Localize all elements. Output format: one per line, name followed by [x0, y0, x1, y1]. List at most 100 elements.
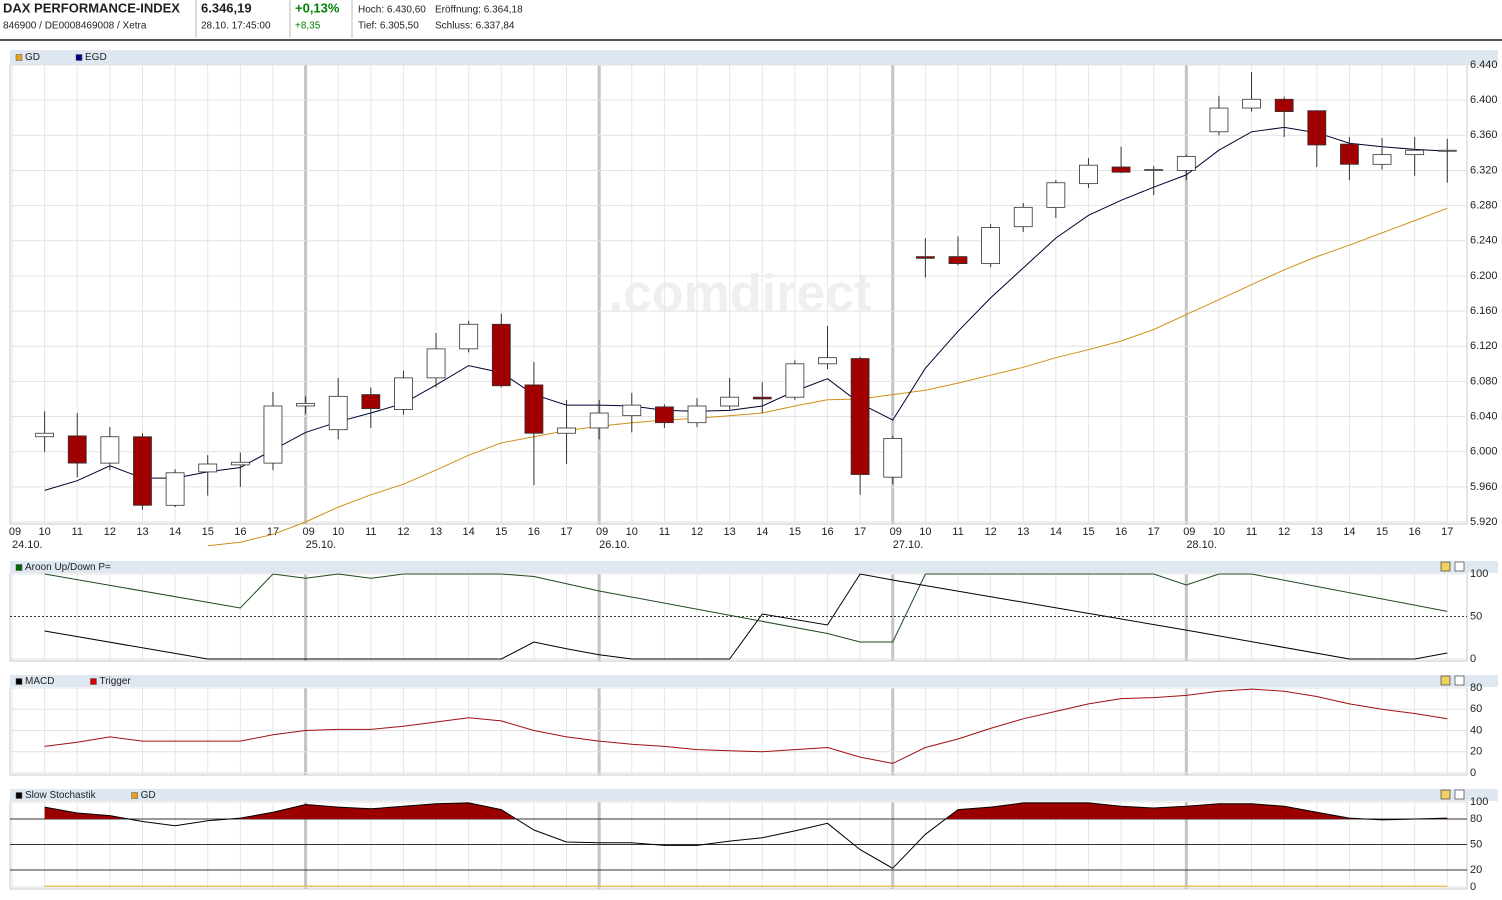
- y-tick-label: 60: [1470, 703, 1482, 715]
- panel-icon: [1440, 561, 1451, 572]
- candle-body: [557, 427, 576, 434]
- candle-body: [361, 394, 381, 410]
- legend-label: Trigger: [99, 676, 131, 687]
- panel: 0 20 50 80 100 Slow Stochastik GD: [9, 789, 1498, 893]
- y-tick-label: 5.920: [1470, 516, 1498, 528]
- candle-body: [1405, 149, 1425, 156]
- y-tick-label: 5.960: [1470, 481, 1498, 493]
- y-tick-label: 6.040: [1470, 410, 1498, 422]
- legend-band: [10, 50, 1498, 65]
- line: [207, 207, 1448, 547]
- candle-body: [1013, 206, 1033, 228]
- x-tick-label: 13: [136, 526, 148, 538]
- panel-icon: [1440, 789, 1451, 800]
- candle-body: [426, 348, 446, 379]
- candle-body: [1372, 154, 1392, 165]
- y-tick-label: 50: [1470, 610, 1482, 622]
- date-label: 25.10.: [306, 539, 337, 551]
- candle-body: [35, 432, 55, 438]
- candle-body: [1274, 98, 1294, 112]
- x-tick-label: 17: [560, 526, 572, 538]
- x-tick-label: 17: [1441, 526, 1453, 538]
- legend-label: GD: [25, 52, 40, 63]
- legend-label: MACD: [25, 676, 54, 687]
- x-tick-label: 16: [528, 526, 540, 538]
- legend-band: [10, 561, 1498, 573]
- candle-body: [491, 323, 511, 387]
- open: Eröffnung: 6.364,18: [435, 5, 523, 16]
- change-pct: +0,13%: [295, 0, 340, 15]
- x-tick-label: 10: [38, 526, 50, 538]
- panel-icon: [1440, 675, 1451, 686]
- x-tick-label: 15: [495, 526, 507, 538]
- candle-body: [948, 256, 968, 265]
- date-label: 26.10.: [599, 539, 630, 551]
- y-tick-label: 50: [1470, 838, 1482, 850]
- x-tick-label: 14: [1343, 526, 1355, 538]
- date-label: 28.10.: [1186, 539, 1217, 551]
- subtitle: 846900 / DE0008469008 / Xetra: [3, 21, 147, 32]
- x-tick-label: 09: [1183, 526, 1195, 538]
- candle-body: [100, 436, 120, 464]
- x-tick-label: 17: [1148, 526, 1160, 538]
- legend-band: [10, 789, 1498, 801]
- x-tick-label: 09: [890, 526, 902, 538]
- panel: 0 20 40 60 80 MACD Trigger: [9, 675, 1498, 779]
- x-tick-label: 15: [789, 526, 801, 538]
- x-tick-label: 17: [267, 526, 279, 538]
- plot-area: [9, 64, 1468, 525]
- header-border: [0, 39, 1502, 41]
- candle-body: [165, 472, 185, 506]
- candle-body: [589, 412, 609, 429]
- candle-body: [524, 384, 544, 434]
- y-tick-label: 6.320: [1470, 164, 1498, 176]
- candle-body: [981, 227, 1000, 265]
- x-tick-label: 09: [302, 526, 314, 538]
- legend-swatch: [15, 564, 23, 571]
- candle-body: [883, 438, 903, 478]
- close: Schluss: 6.337,84: [435, 21, 515, 32]
- legend-swatch: [15, 792, 23, 799]
- candle-body: [1111, 166, 1131, 173]
- change-abs: +8,35: [295, 21, 321, 32]
- x-tick-label: 10: [1213, 526, 1225, 538]
- candle-body: [198, 463, 218, 473]
- y-tick-label: 20: [1470, 746, 1482, 758]
- time: 28.10. 17:45:00: [201, 21, 271, 32]
- candle-body: [720, 396, 740, 407]
- price: 6.346,19: [201, 0, 252, 15]
- y-tick-label: 0: [1470, 653, 1476, 665]
- x-tick-label: 11: [952, 526, 963, 538]
- legend-label: GD: [141, 790, 156, 801]
- legend-swatch: [15, 678, 23, 685]
- x-tick-label: 14: [169, 526, 181, 538]
- candle-body: [459, 323, 479, 350]
- low: Tief: 6.305,50: [358, 21, 419, 32]
- y-tick-label: 6.240: [1470, 235, 1498, 247]
- candle-body: [1242, 98, 1261, 109]
- legend-swatch: [15, 54, 23, 61]
- candle-body: [394, 377, 413, 410]
- x-tick-label: 12: [1278, 526, 1290, 538]
- candle-body: [915, 256, 935, 259]
- candle-body: [1209, 107, 1229, 133]
- title: DAX PERFORMANCE-INDEX: [3, 0, 180, 15]
- date-label: 24.10.: [12, 539, 43, 551]
- panel: 0 50 100 Aroon Up/Down P=: [9, 561, 1498, 665]
- y-tick-label: 6.280: [1470, 200, 1498, 212]
- candle-body: [230, 461, 250, 466]
- x-tick-label: 16: [234, 526, 246, 538]
- legend-label: Aroon Up/Down P=: [25, 562, 111, 573]
- y-tick-label: 6.200: [1470, 270, 1498, 282]
- candle-body: [1046, 182, 1066, 208]
- x-tick-label: 10: [919, 526, 931, 538]
- y-tick-label: 40: [1470, 724, 1482, 736]
- panel: 5.920 5.960 6.000 6.040 6.080 6.120 6.160 6.200…: [9, 50, 1498, 551]
- y-tick-label: 80: [1470, 682, 1482, 694]
- x-tick-label: 14: [1050, 526, 1062, 538]
- candle-body: [1144, 169, 1164, 171]
- legend-swatch: [90, 678, 97, 685]
- high: Hoch: 6.430,60: [358, 5, 426, 16]
- x-tick-label: 13: [1311, 526, 1323, 538]
- y-tick-label: 6.400: [1470, 94, 1498, 106]
